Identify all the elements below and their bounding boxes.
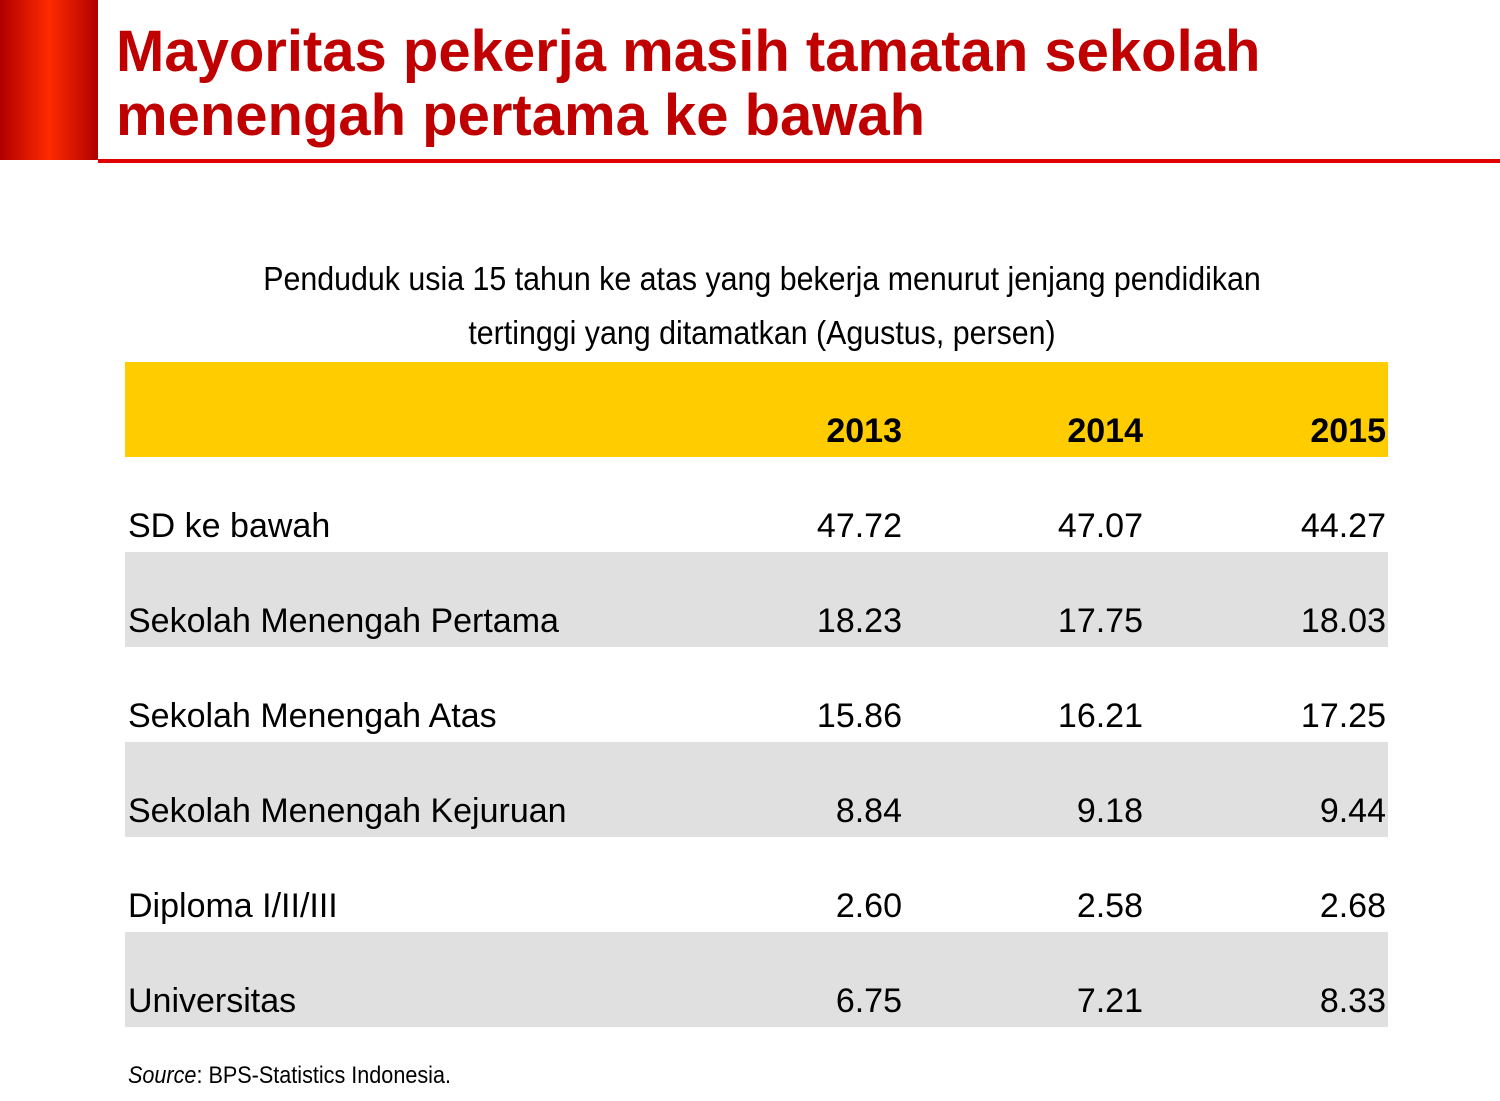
table-row: Sekolah Menengah Atas 15.86 16.21 17.25 — [125, 647, 1388, 742]
column-header: 2013 — [826, 412, 902, 450]
source: Source: BPS-Statistics Indonesia. — [128, 1062, 451, 1090]
table-row: Universitas 6.75 7.21 8.33 — [125, 932, 1388, 1027]
value-cell: 16.21 — [1057, 697, 1143, 735]
value-cell: 7.21 — [1076, 982, 1143, 1020]
value-cell: 18.23 — [816, 602, 902, 640]
value-cell: 15.86 — [816, 697, 902, 735]
title-line: menengah pertama ke bawah — [116, 83, 926, 148]
value-cell: 6.75 — [835, 982, 902, 1020]
table-row: SD ke bawah 47.72 47.07 44.27 — [125, 457, 1388, 552]
value-cell: 9.18 — [1076, 792, 1143, 830]
table-row: Sekolah Menengah Pertama 18.23 17.75 18.03 — [125, 552, 1388, 647]
source-label: Source — [128, 1062, 197, 1089]
side-bar — [0, 0, 98, 160]
value-cell: 47.72 — [816, 507, 902, 545]
header-row: 2013 2014 2015 — [125, 362, 1388, 457]
value-cell: 2.58 — [1076, 887, 1143, 925]
table-row: Diploma I/II/III 2.60 2.58 2.68 — [125, 837, 1388, 932]
title-rule — [98, 159, 1500, 163]
subtitle-line: Penduduk usia 15 tahun ke atas yang beke… — [263, 260, 1261, 297]
row-label: Sekolah Menengah Pertama — [128, 602, 559, 640]
value-cell: 9.44 — [1319, 792, 1386, 830]
title: Mayoritas pekerja masih tamatan sekolah … — [116, 20, 1260, 148]
row-label: Sekolah Menengah Kejuruan — [128, 792, 567, 830]
column-header: 2014 — [1067, 412, 1143, 450]
value-cell: 17.75 — [1057, 602, 1143, 640]
value-cell: 2.68 — [1319, 887, 1386, 925]
table-row: Sekolah Menengah Kejuruan 8.84 9.18 9.44 — [125, 742, 1388, 837]
value-cell: 18.03 — [1300, 602, 1386, 640]
column-header: 2015 — [1310, 412, 1386, 450]
value-cell: 17.25 — [1300, 697, 1386, 735]
row-label: Universitas — [128, 982, 297, 1020]
value-cell: 8.33 — [1319, 982, 1386, 1020]
value-cell: 44.27 — [1300, 507, 1386, 545]
row-label: SD ke bawah — [128, 507, 331, 545]
title-line: Mayoritas pekerja masih tamatan sekolah — [116, 19, 1261, 84]
source-text: : BPS-Statistics Indonesia. — [196, 1062, 451, 1089]
row-label: Sekolah Menengah Atas — [128, 697, 497, 735]
row-label: Diploma I/II/III — [128, 887, 338, 925]
value-cell: 47.07 — [1057, 507, 1143, 545]
table: 2013 2014 2015 SD ke bawah 47.72 47.07 44.27 Se… — [125, 362, 1388, 1027]
subtitle: Penduduk usia 15 tahun ke atas yang beke… — [61, 252, 1463, 360]
value-cell: 2.60 — [835, 887, 902, 925]
value-cell: 8.84 — [835, 792, 902, 830]
subtitle-line: tertinggi yang ditamatkan (Agustus, pers… — [468, 314, 1056, 351]
